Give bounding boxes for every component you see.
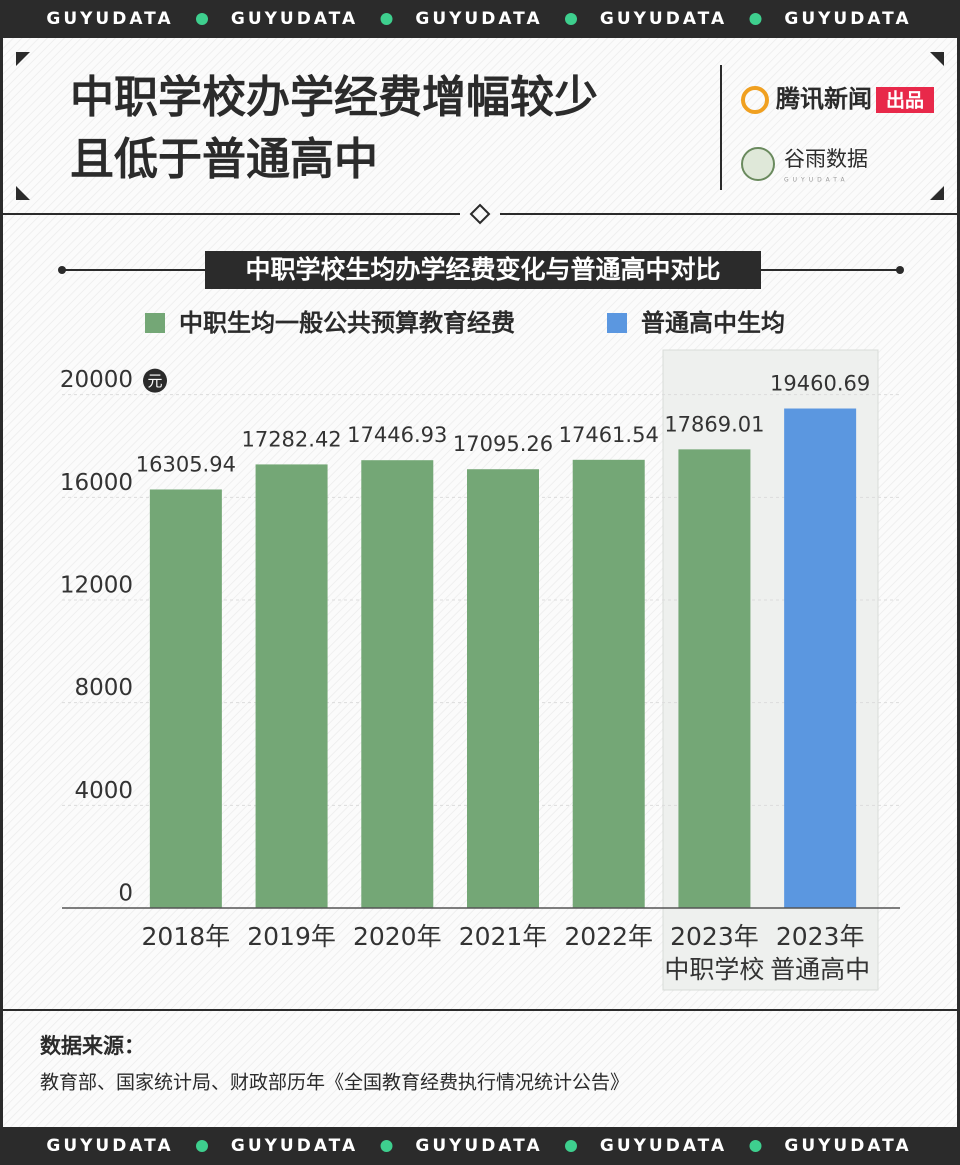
value-label: 17095.26 [453, 432, 553, 456]
legend-swatch [145, 313, 165, 333]
x-tick-label: 2023年 [670, 922, 759, 951]
y-tick-label: 16000 [60, 470, 133, 496]
bar [255, 464, 328, 908]
banner-dot [565, 1140, 577, 1152]
value-label: 17282.42 [241, 427, 341, 451]
x-tick-label: 2021年 [459, 922, 548, 951]
banner-text: GUYUDATA [415, 9, 542, 29]
x-tick-label: 普通高中 [770, 955, 870, 984]
bar [467, 469, 539, 908]
y-tick-label: 0 [118, 881, 133, 907]
bar [572, 459, 645, 908]
bar [784, 408, 857, 908]
banner-dot [749, 13, 762, 25]
title-rule-dot [896, 266, 904, 274]
y-unit-bg [143, 368, 167, 393]
value-label: 17461.54 [559, 423, 659, 447]
x-tick-label: 2019年 [247, 922, 336, 951]
value-label: 16305.94 [136, 452, 236, 476]
title-rule-dot [58, 266, 66, 274]
publisher-tag: 出品 [886, 89, 924, 112]
x-tick-label: 2020年 [353, 922, 442, 951]
studio-logo [741, 147, 775, 181]
banner-text: GUYUDATA [784, 1136, 911, 1156]
x-tick-label: 2018年 [142, 922, 231, 951]
y-tick-label: 4000 [74, 778, 133, 804]
studio-sub: GUYUDATA [784, 177, 849, 184]
banner-dot [380, 1140, 393, 1152]
banner-dot [196, 1140, 208, 1152]
banner-dot [565, 13, 577, 25]
x-tick-label: 2022年 [564, 922, 653, 951]
plot: 040008000120001600020000 元中职生均一般公共预算教育经费普… [60, 309, 900, 984]
banner-text: GUYUDATA [231, 1136, 358, 1156]
bar [361, 460, 434, 908]
banner-text: GUYUDATA [231, 9, 358, 29]
bar [678, 449, 751, 908]
publisher-logo [741, 86, 769, 114]
x-tick-label: 中职学校 [664, 955, 764, 984]
banner-dot [380, 13, 393, 25]
y-unit: 元 [147, 372, 162, 390]
chart-title-bg [205, 251, 761, 289]
title-line: 且低于普通高中 [70, 134, 378, 185]
legend-label: 中职生均一般公共预算教育经费 [179, 309, 515, 337]
banner-dot [196, 13, 208, 25]
y-tick-label: 8000 [74, 675, 133, 701]
y-tick-label: 12000 [60, 573, 133, 599]
banner-text: GUYUDATA [415, 1136, 542, 1156]
value-label: 17869.01 [664, 412, 764, 436]
legend-swatch [607, 313, 627, 333]
divider-diamond [469, 203, 491, 225]
value-label: 19460.69 [770, 372, 870, 396]
title-line: 中职学校办学经费增幅较少 [70, 72, 598, 123]
banner-text: GUYUDATA [600, 9, 727, 29]
value-label: 17446.93 [347, 423, 447, 447]
banner-text: GUYUDATA [784, 9, 911, 29]
bar [149, 489, 222, 908]
banner-text: GUYUDATA [46, 1136, 173, 1156]
banner-dot [749, 1140, 762, 1152]
banners: GUYUDATA GUYUDATA GUYUDATA GUYUDATA GUYUDATA… [46, 9, 911, 1156]
banner-text: GUYUDATA [600, 1136, 727, 1156]
studio: 谷雨数据 [784, 147, 868, 171]
y-tick-label: 20000 [60, 367, 133, 393]
source-text: 教育部、国家统计局、财政部历年《全国教育经费执行情况统计公告》 [40, 1072, 629, 1094]
source-label: 数据来源： [40, 1034, 145, 1058]
x-tick-label: 2023年 [776, 922, 865, 951]
chart-title: 中职学校生均办学经费变化与普通高中对比 [245, 255, 720, 284]
legend-label: 普通高中生均 [641, 309, 785, 337]
publisher-tag-bg [876, 87, 934, 113]
publisher: 腾讯新闻 [776, 85, 872, 113]
banner-text: GUYUDATA [46, 9, 173, 29]
